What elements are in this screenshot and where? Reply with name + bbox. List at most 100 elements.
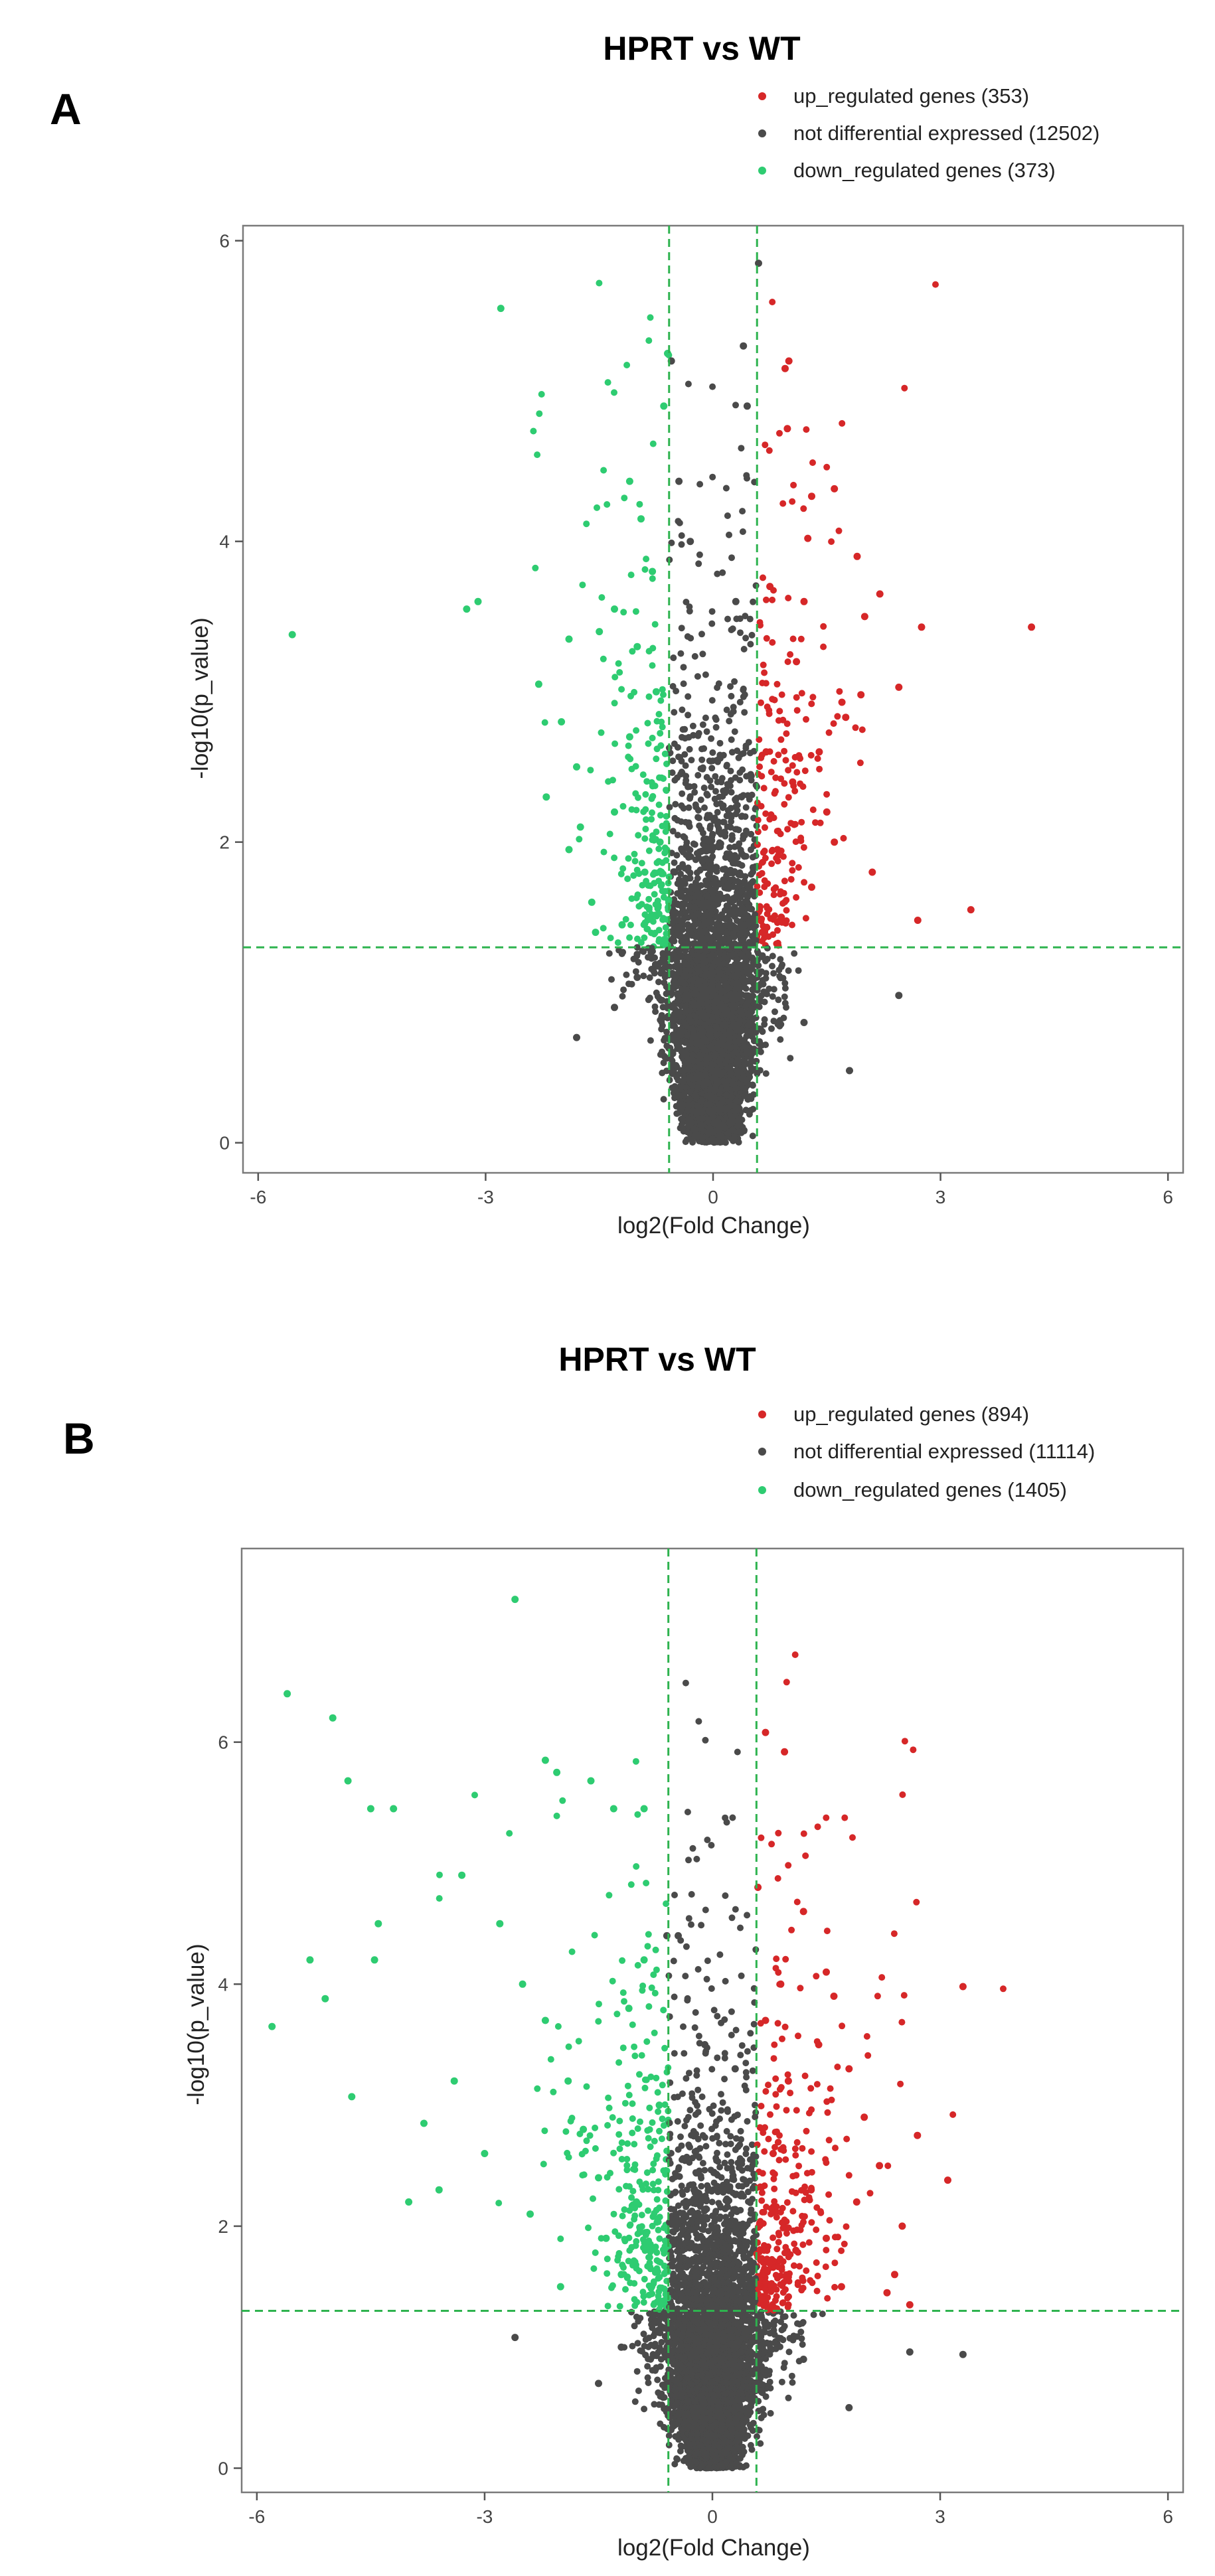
point-b-s2-13 <box>321 1995 329 2003</box>
y-tick-label-b-1: 2 <box>218 2216 228 2237</box>
point-a-s1-4 <box>687 538 694 546</box>
point-b-s0-17 <box>784 2077 792 2085</box>
x-tick-label-b-1: -3 <box>476 2506 493 2527</box>
point-a-s1-9 <box>573 1033 580 1041</box>
point-a-s2-6 <box>625 477 633 485</box>
point-a-s2-10 <box>596 628 604 636</box>
point-a-s1-2 <box>740 342 748 350</box>
point-b-s0-10 <box>845 2065 853 2073</box>
point-b-s2-18 <box>450 2077 458 2085</box>
point-b-s0-8 <box>823 1968 830 1976</box>
point-b-s2-32 <box>625 2005 633 2012</box>
x-tick-label-a-1: -3 <box>477 1187 494 1207</box>
legend-b: up_regulated genes (894) not differentia… <box>758 1402 1095 1501</box>
point-b-s2-14 <box>348 2093 356 2101</box>
point-b-s1-5 <box>959 2350 967 2358</box>
point-b-s0-24 <box>807 2186 815 2194</box>
point-b-s2-19 <box>481 2150 489 2157</box>
legend-label-up-b: up_regulated genes (894) <box>793 1402 1029 1426</box>
point-a-s2-23 <box>576 823 584 831</box>
point-b-s2-35 <box>435 2186 443 2194</box>
point-a-s0-26 <box>766 583 774 591</box>
point-a-s0-12 <box>868 868 876 876</box>
point-a-s0-19 <box>793 658 801 666</box>
chart-title-b: HPRT vs WT <box>558 1341 756 1378</box>
point-b-s2-6 <box>541 1756 549 1764</box>
legend-label-ns-b: not differential expressed (11114) <box>793 1440 1095 1463</box>
point-a-s2-0 <box>288 631 296 639</box>
x-axis-ticks-b: -6 -3 0 3 6 <box>248 2492 1173 2527</box>
point-b-s2-26 <box>595 2174 602 2182</box>
point-a-s1-7 <box>895 992 903 1000</box>
point-a-s2-22 <box>542 793 550 801</box>
point-b-s2-3 <box>344 1777 352 1785</box>
point-a-s0-8 <box>860 613 868 621</box>
legend-label-down-b: down_regulated genes (1405) <box>793 1478 1067 1501</box>
point-b-s2-7 <box>553 1768 561 1776</box>
point-b-s2-4 <box>366 1805 374 1813</box>
point-b-s0-16 <box>815 2041 823 2048</box>
x-tick-label-a-3: 3 <box>935 1187 946 1207</box>
point-a-s0-29 <box>758 929 766 937</box>
point-b-s2-29 <box>633 2198 641 2206</box>
point-b-s0-5 <box>781 1748 789 1756</box>
point-b-s2-25 <box>580 2125 588 2133</box>
point-b-s2-30 <box>648 2283 655 2291</box>
panel-label-a: A <box>50 84 82 133</box>
point-b-s0-11 <box>860 2113 868 2121</box>
legend-swatch-up-b <box>758 1410 766 1418</box>
y-axis-label-b: -log10(p_value) <box>183 1943 209 2105</box>
point-b-s2-27 <box>602 2234 610 2242</box>
point-a-s2-4 <box>664 350 671 357</box>
point-b-s1-10 <box>617 2343 625 2351</box>
point-a-s0-7 <box>853 552 861 560</box>
point-b-s1-1 <box>675 1932 682 1939</box>
point-b-s2-21 <box>496 1920 504 1928</box>
legend-swatch-up-a <box>758 92 766 100</box>
point-b-s0-15 <box>883 2289 891 2297</box>
point-a-s2-21 <box>652 688 660 696</box>
x-tick-label-a-4: 6 <box>1163 1187 1173 1207</box>
point-b-s2-22 <box>519 1980 526 1988</box>
point-a-s0-27 <box>762 748 770 756</box>
point-a-s0-2 <box>914 917 922 924</box>
point-b-s2-2 <box>329 1714 337 1722</box>
point-a-s2-12 <box>534 680 542 688</box>
point-a-s0-1 <box>967 906 975 914</box>
point-b-s0-18 <box>770 2150 777 2157</box>
point-b-s0-20 <box>792 2246 800 2254</box>
point-b-s0-21 <box>837 2283 845 2291</box>
point-a-s0-14 <box>804 534 812 542</box>
point-a-s2-3 <box>497 305 505 313</box>
point-a-s0-21 <box>823 808 831 816</box>
point-b-s2-10 <box>640 1805 648 1813</box>
panel-a: A HPRT vs WT up_regulated genes (353) no… <box>50 30 1184 1239</box>
point-b-s1-8 <box>845 2403 853 2411</box>
x-tick-label-b-2: 0 <box>707 2506 718 2527</box>
y-tick-label-a-0: 0 <box>219 1133 230 1154</box>
point-b-s0-23 <box>762 2016 770 2024</box>
point-b-s2-24 <box>564 2077 572 2085</box>
point-a-s0-0 <box>1028 623 1036 631</box>
point-a-s0-15 <box>785 357 793 365</box>
point-b-s1-2 <box>701 2041 709 2048</box>
point-a-s1-11 <box>800 1019 808 1026</box>
point-a-s2-24 <box>592 929 600 937</box>
y-axis-ticks-b: 0 2 4 6 <box>218 1732 242 2479</box>
point-b-s2-37 <box>374 1920 382 1928</box>
point-b-s0-6 <box>754 1884 762 1891</box>
point-b-s0-3 <box>906 2301 914 2309</box>
legend-swatch-ns-a <box>758 129 766 137</box>
point-b-s2-20 <box>458 1871 466 1879</box>
point-a-s0-24 <box>789 778 797 786</box>
point-b-s0-13 <box>898 2222 906 2230</box>
point-a-s2-27 <box>645 913 653 921</box>
y-axis-label-a: -log10(p_value) <box>187 617 213 779</box>
point-b-s2-1 <box>284 1690 291 1698</box>
point-b-s0-7 <box>799 1908 807 1916</box>
point-a-s2-1 <box>474 597 482 605</box>
x-tick-label-b-4: 6 <box>1163 2506 1173 2527</box>
point-b-s2-28 <box>617 2271 625 2279</box>
point-b-s2-11 <box>268 2022 276 2030</box>
